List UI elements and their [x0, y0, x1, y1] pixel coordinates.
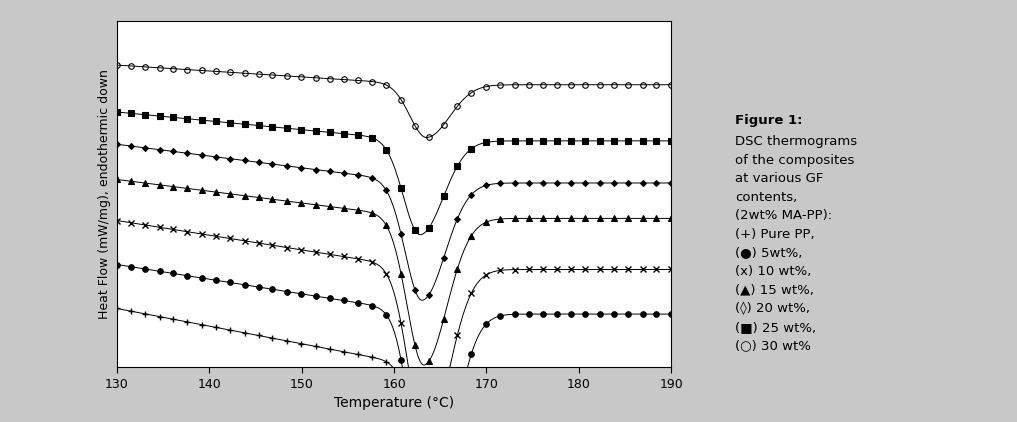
- X-axis label: Temperature (°C): Temperature (°C): [334, 396, 455, 410]
- Text: Figure 1:: Figure 1:: [735, 114, 802, 127]
- Y-axis label: Heat Flow (mW/mg), endothermic down: Heat Flow (mW/mg), endothermic down: [99, 69, 112, 319]
- Text: DSC thermograms
of the composites
at various GF
contents,
(2wt% MA-PP):
(+) Pure: DSC thermograms of the composites at var…: [735, 135, 857, 352]
